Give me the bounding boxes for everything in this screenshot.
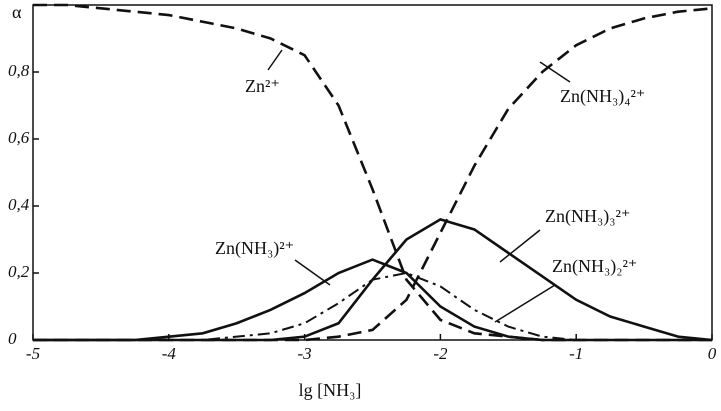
y-tick-label: 0,6 xyxy=(8,128,30,147)
label-leader xyxy=(294,259,331,286)
x-axis-label: lg [NH₃] xyxy=(299,380,362,400)
label-leader xyxy=(267,49,283,71)
label-leader xyxy=(539,61,571,83)
series-label: Zn(NH₃)₄²⁺ xyxy=(560,86,645,107)
label-leader xyxy=(494,284,556,323)
y-tick-label: 0,8 xyxy=(8,61,30,80)
x-tick-label: -5 xyxy=(26,344,40,363)
label-leader xyxy=(499,229,541,263)
x-tick-label: -4 xyxy=(162,344,177,363)
series-label: Zn(NH₃)²⁺ xyxy=(215,238,294,259)
y-tick-label: 0,4 xyxy=(8,195,30,214)
series-label: Zn(NH₃)₃²⁺ xyxy=(545,206,630,227)
x-tick-label: -3 xyxy=(298,344,312,363)
series-line xyxy=(33,7,713,342)
series-line xyxy=(33,217,713,342)
series-label: Zn(NH₃)₂²⁺ xyxy=(552,256,637,277)
x-tick-label: -2 xyxy=(433,344,448,363)
series-label: Zn²⁺ xyxy=(245,76,280,96)
x-tick-label: -1 xyxy=(569,344,583,363)
series-line xyxy=(33,3,712,342)
y-tick-label: 0 xyxy=(8,329,17,348)
y-tick-label: 0,2 xyxy=(8,262,30,281)
y-axis-label: α xyxy=(12,2,22,22)
plot-frame xyxy=(32,4,713,341)
x-tick-label: 0 xyxy=(708,344,717,363)
